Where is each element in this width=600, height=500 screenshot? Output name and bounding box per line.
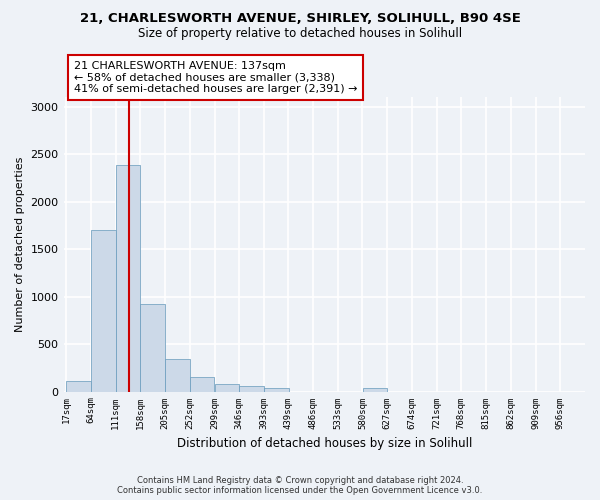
Bar xyxy=(91,230,116,392)
Bar xyxy=(165,360,190,392)
Text: Contains HM Land Registry data © Crown copyright and database right 2024.
Contai: Contains HM Land Registry data © Crown c… xyxy=(118,476,482,495)
Bar xyxy=(215,384,239,392)
X-axis label: Distribution of detached houses by size in Solihull: Distribution of detached houses by size … xyxy=(176,437,472,450)
Bar xyxy=(190,378,214,392)
Y-axis label: Number of detached properties: Number of detached properties xyxy=(15,156,25,332)
Bar xyxy=(116,166,140,392)
Bar xyxy=(67,381,91,392)
Bar xyxy=(362,388,387,392)
Bar xyxy=(140,304,165,392)
Text: 21 CHARLESWORTH AVENUE: 137sqm
← 58% of detached houses are smaller (3,338)
41% : 21 CHARLESWORTH AVENUE: 137sqm ← 58% of … xyxy=(74,61,358,94)
Bar xyxy=(264,388,289,392)
Text: Size of property relative to detached houses in Solihull: Size of property relative to detached ho… xyxy=(138,28,462,40)
Text: 21, CHARLESWORTH AVENUE, SHIRLEY, SOLIHULL, B90 4SE: 21, CHARLESWORTH AVENUE, SHIRLEY, SOLIHU… xyxy=(80,12,520,26)
Bar xyxy=(239,386,264,392)
